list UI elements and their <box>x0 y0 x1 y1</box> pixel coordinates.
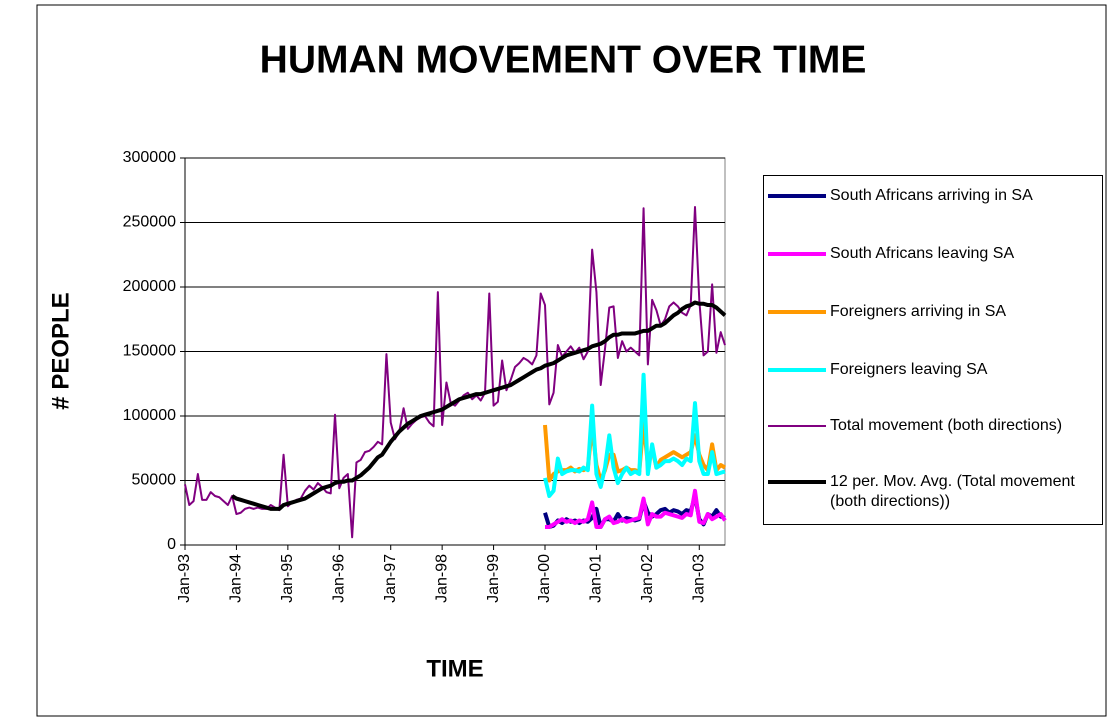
series-line <box>231 300 727 511</box>
y-tick-label: 50000 <box>132 472 177 489</box>
y-tick-label: 200000 <box>123 278 176 295</box>
legend-swatch <box>768 480 826 484</box>
series-line <box>543 372 726 498</box>
legend: South Africans arriving in SA South Afric… <box>763 175 1103 525</box>
x-tick-label: Jan-00 <box>536 554 553 603</box>
legend-swatch <box>768 252 826 256</box>
x-tick-label: Jan-03 <box>691 554 708 603</box>
x-tick-label: Jan-99 <box>485 554 502 603</box>
x-tick-label: Jan-98 <box>433 554 450 603</box>
legend-swatch <box>768 310 826 314</box>
chart-title: HUMAN MOVEMENT OVER TIME <box>260 38 867 81</box>
y-tick-label: 250000 <box>123 214 176 231</box>
y-tick-label: 100000 <box>123 407 176 424</box>
x-axis-label: TIME <box>426 655 483 682</box>
legend-swatch <box>768 368 826 372</box>
legend-label: South Africans arriving in SA <box>830 187 1033 204</box>
x-tick-label: Jan-01 <box>588 554 605 603</box>
legend-swatch <box>768 194 826 198</box>
y-tick-label: 0 <box>167 536 176 553</box>
legend-label: Total movement (both directions) <box>830 417 1063 434</box>
y-tick-label: 150000 <box>123 343 176 360</box>
legend-label: 12 per. Mov. Avg. (Total movement (both … <box>830 473 1075 510</box>
x-tick-label: Jan-96 <box>331 554 348 603</box>
y-tick-label: 300000 <box>123 149 176 166</box>
legend-label: Foreigners arriving in SA <box>830 303 1007 320</box>
y-axis-label: # PEOPLE <box>47 292 74 409</box>
x-tick-label: Jan-97 <box>382 554 399 603</box>
legend-label: Foreigners leaving SA <box>830 361 988 378</box>
legend-label: South Africans leaving SA <box>830 245 1015 262</box>
x-tick-label: Jan-93 <box>176 554 193 603</box>
x-tick-label: Jan-02 <box>639 554 656 603</box>
series-line <box>545 488 727 529</box>
x-tick-label: Jan-94 <box>228 554 245 603</box>
legend-swatch <box>768 425 826 427</box>
x-tick-label: Jan-95 <box>279 554 296 603</box>
